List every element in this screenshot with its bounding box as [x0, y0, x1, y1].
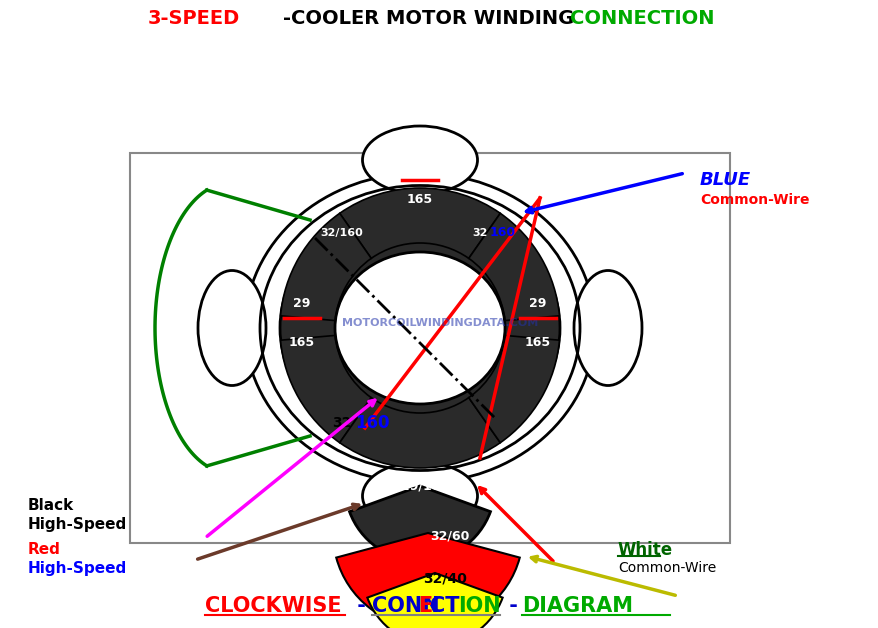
Text: BLUE: BLUE	[699, 171, 751, 189]
Ellipse shape	[362, 462, 477, 530]
Text: High-Speed: High-Speed	[28, 561, 127, 575]
Text: 29: 29	[529, 297, 546, 310]
Text: Black: Black	[28, 499, 74, 514]
Ellipse shape	[337, 254, 502, 402]
Wedge shape	[280, 214, 371, 320]
Text: 32/40: 32/40	[422, 571, 466, 585]
Ellipse shape	[573, 271, 641, 386]
Text: 160: 160	[489, 227, 515, 239]
Text: ION: ION	[457, 596, 500, 616]
Wedge shape	[339, 188, 500, 258]
Ellipse shape	[335, 252, 505, 404]
Text: CT: CT	[429, 596, 459, 616]
Text: Common-Wire: Common-Wire	[617, 561, 716, 575]
Text: MOTORCOILWINDINGDATA.COM: MOTORCOILWINDINGDATA.COM	[342, 318, 537, 328]
Wedge shape	[468, 335, 558, 443]
Text: 32: 32	[332, 416, 351, 430]
Text: -COOLER MOTOR WINDING: -COOLER MOTOR WINDING	[283, 9, 580, 28]
Text: High-Speed: High-Speed	[28, 516, 127, 531]
Wedge shape	[280, 335, 371, 443]
Wedge shape	[367, 573, 502, 628]
Text: -: -	[501, 596, 524, 616]
Wedge shape	[349, 486, 490, 561]
Text: 165: 165	[289, 336, 314, 349]
Text: CONNECTION: CONNECTION	[569, 9, 714, 28]
Text: 165: 165	[407, 193, 433, 206]
Text: 32/160: 32/160	[320, 228, 363, 238]
Ellipse shape	[362, 126, 477, 194]
Text: 160: 160	[355, 414, 389, 432]
Text: 3-SPEED: 3-SPEED	[148, 9, 240, 28]
Text: Red: Red	[28, 543, 61, 558]
Text: 32/60: 32/60	[430, 529, 469, 543]
Text: CONN: CONN	[371, 596, 439, 616]
Text: -: -	[349, 596, 372, 616]
Ellipse shape	[198, 271, 266, 386]
Ellipse shape	[245, 173, 594, 483]
Text: White: White	[617, 541, 673, 559]
Text: 165: 165	[524, 336, 551, 349]
Wedge shape	[468, 214, 558, 320]
Text: E: E	[418, 596, 432, 616]
Ellipse shape	[280, 204, 559, 452]
Wedge shape	[339, 398, 500, 468]
Text: 29: 29	[411, 160, 428, 173]
Text: DIAGRAM: DIAGRAM	[522, 596, 632, 616]
Text: CLOCKWISE: CLOCKWISE	[205, 596, 342, 616]
Text: 29/100: 29/100	[400, 480, 449, 492]
Wedge shape	[336, 533, 519, 628]
Text: Common-Wire: Common-Wire	[699, 193, 809, 207]
Text: 32: 32	[472, 228, 487, 238]
Text: 29: 29	[293, 297, 310, 310]
Bar	[130, 153, 729, 543]
